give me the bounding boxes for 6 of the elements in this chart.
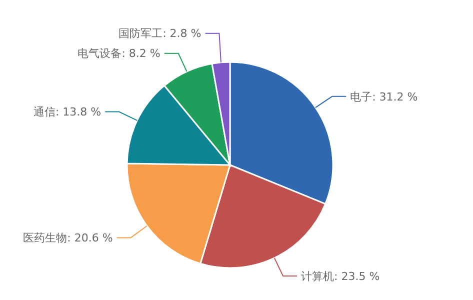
slice-label: 电气设备: 8.2 % — [78, 47, 160, 60]
slice-label: 电子: 31.2 % — [350, 90, 418, 104]
slice-label: 医药生物: 20.6 % — [23, 232, 113, 245]
slice-label: 通信: 13.8 % — [33, 106, 102, 119]
slice-label: 计算机: 23.5 % — [301, 270, 380, 283]
slice-label: 国防军工: 2.8 % — [118, 27, 202, 40]
